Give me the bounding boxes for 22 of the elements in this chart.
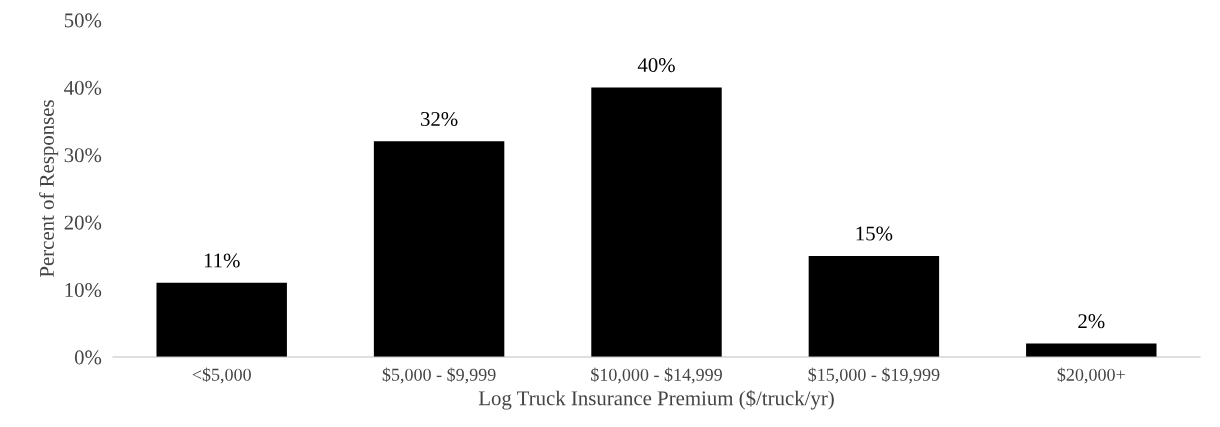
y-axis-title: Percent of Responses bbox=[39, 100, 59, 278]
x-tick-label: <$5,000 bbox=[192, 367, 251, 384]
y-tick-label: 0% bbox=[74, 350, 102, 365]
data-label: 11% bbox=[204, 253, 240, 268]
x-tick-label: $10,000 - $14,999 bbox=[591, 367, 722, 384]
x-axis-title: Log Truck Insurance Premium ($/truck/yr) bbox=[478, 390, 834, 410]
data-label: 2% bbox=[1078, 314, 1105, 329]
data-label: 40% bbox=[637, 58, 675, 73]
data-label: 15% bbox=[856, 226, 893, 241]
x-tick-label: $20,000+ bbox=[1057, 367, 1125, 384]
y-tick-label: 50% bbox=[64, 13, 102, 28]
bar bbox=[156, 282, 287, 357]
y-tick-label: 10% bbox=[65, 282, 102, 298]
x-tick-label: $15,000 - $19,999 bbox=[808, 367, 940, 384]
data-label: 32% bbox=[421, 111, 458, 127]
x-tick-label: $5,000 - $9,999 bbox=[382, 367, 496, 384]
bar bbox=[591, 87, 722, 357]
y-tick-label: 30% bbox=[64, 148, 102, 163]
bar bbox=[373, 141, 505, 357]
y-tick-label: 20% bbox=[64, 215, 102, 230]
y-tick-label: 40% bbox=[64, 80, 102, 95]
bar bbox=[808, 255, 940, 357]
